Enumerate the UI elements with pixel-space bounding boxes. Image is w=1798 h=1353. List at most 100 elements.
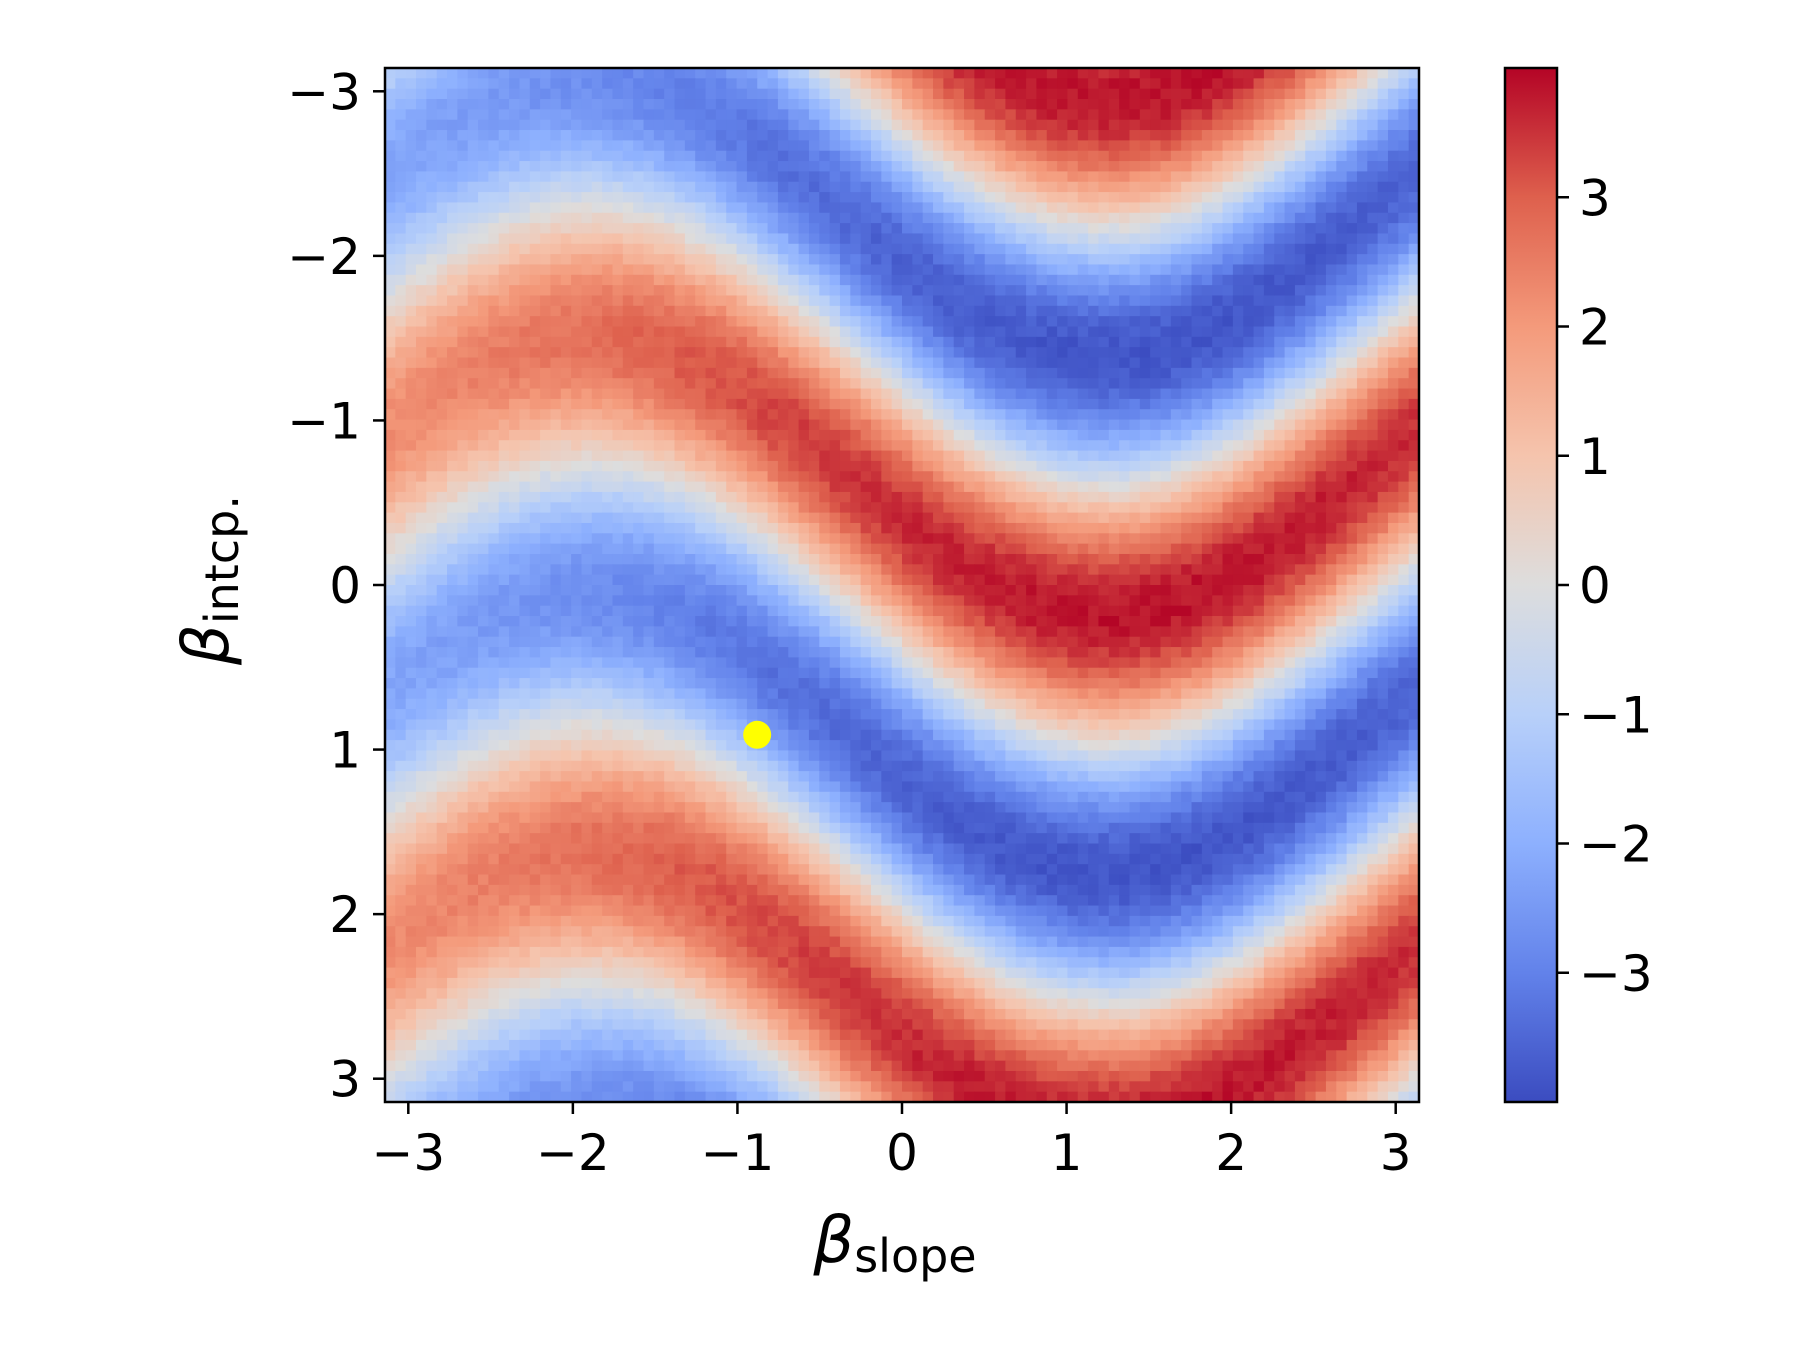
heatmap-cell — [1274, 78, 1286, 90]
heatmap-cell — [1253, 440, 1265, 452]
heatmap-cell — [581, 357, 593, 369]
heatmap-cell — [1160, 429, 1172, 441]
heatmap-cell — [1346, 305, 1358, 317]
heatmap-cell — [1284, 574, 1296, 586]
heatmap-cell — [478, 254, 489, 266]
heatmap-cell — [1005, 419, 1017, 431]
heatmap-cell — [746, 522, 758, 534]
heatmap-cell — [664, 223, 676, 235]
heatmap-cell — [1305, 78, 1317, 90]
heatmap-cell — [1367, 119, 1379, 131]
heatmap-cell — [984, 450, 996, 462]
heatmap-cell — [695, 347, 707, 359]
heatmap-cell — [757, 254, 769, 266]
heatmap-cell — [1160, 109, 1172, 121]
heatmap-cell — [870, 223, 882, 235]
heatmap-cell — [1408, 553, 1420, 565]
heatmap-cell — [674, 181, 686, 193]
heatmap-cell — [602, 440, 614, 452]
heatmap-cell — [746, 109, 758, 121]
heatmap-cell — [1408, 491, 1420, 503]
heatmap-cell — [467, 202, 479, 214]
heatmap-cell — [1387, 429, 1399, 441]
heatmap-cell — [1346, 223, 1358, 235]
heatmap-cell — [1057, 502, 1069, 514]
heatmap-cell — [746, 99, 758, 110]
heatmap-cell — [1191, 223, 1203, 235]
heatmap-cell — [1408, 274, 1420, 286]
heatmap-cell — [850, 367, 862, 379]
heatmap-cell — [1015, 564, 1027, 576]
heatmap-cell — [819, 543, 831, 555]
heatmap-cell — [839, 326, 851, 338]
heatmap-cell — [860, 316, 872, 328]
heatmap-cell — [498, 388, 510, 400]
heatmap-cell — [509, 285, 521, 297]
heatmap-cell — [1160, 254, 1172, 266]
heatmap-cell — [808, 140, 820, 152]
heatmap-cell — [467, 398, 479, 410]
heatmap-cell — [426, 274, 438, 286]
heatmap-cell — [1005, 460, 1017, 472]
heatmap-cell — [943, 378, 955, 390]
heatmap-cell — [529, 88, 541, 100]
heatmap-cell — [1398, 140, 1410, 152]
heatmap-cell — [912, 140, 924, 152]
heatmap-cell — [560, 347, 572, 359]
heatmap-cell — [1408, 564, 1420, 576]
heatmap-cell — [777, 264, 789, 276]
heatmap-cell — [1346, 450, 1358, 462]
heatmap-cell — [1398, 502, 1410, 514]
heatmap-cell — [684, 140, 696, 152]
heatmap-cell — [447, 212, 458, 224]
heatmap-cell — [1387, 409, 1399, 421]
heatmap-cell — [1026, 409, 1038, 421]
heatmap-cell — [622, 243, 634, 255]
heatmap-cell — [519, 140, 531, 152]
heatmap-cell — [1336, 533, 1348, 545]
heatmap-cell — [1181, 460, 1193, 472]
heatmap-cell — [488, 274, 500, 286]
heatmap-cell — [819, 419, 831, 431]
heatmap-cell — [1253, 429, 1265, 441]
heatmap-cell — [1088, 202, 1100, 214]
heatmap-cell — [674, 233, 686, 245]
heatmap-cell — [457, 192, 469, 204]
heatmap-cell — [633, 357, 645, 369]
heatmap-cell — [571, 171, 583, 183]
heatmap-cell — [602, 543, 614, 555]
heatmap-cell — [1212, 109, 1224, 121]
heatmap-cell — [1263, 471, 1275, 483]
heatmap-cell — [995, 285, 1006, 297]
heatmap-cell — [1119, 533, 1131, 545]
heatmap-cell — [1263, 202, 1275, 214]
heatmap-cell — [395, 429, 407, 441]
heatmap-cell — [1088, 491, 1100, 503]
heatmap-cell — [1305, 522, 1317, 534]
heatmap-cell — [1191, 450, 1203, 462]
heatmap-cell — [902, 140, 913, 152]
heatmap-cell — [1181, 450, 1193, 462]
heatmap-cell — [1108, 243, 1120, 255]
heatmap-cell — [1274, 305, 1286, 317]
heatmap-cell — [715, 254, 727, 266]
heatmap-cell — [798, 512, 810, 524]
heatmap-cell — [571, 212, 583, 224]
heatmap-cell — [684, 543, 696, 555]
heatmap-cell — [1294, 192, 1306, 204]
heatmap-cell — [850, 378, 862, 390]
heatmap-cell — [550, 409, 562, 421]
heatmap-cell — [1212, 264, 1224, 276]
heatmap-cell — [1367, 347, 1379, 359]
heatmap-cell — [777, 460, 789, 472]
heatmap-cell — [881, 367, 893, 379]
heatmap-cell — [1119, 264, 1131, 276]
heatmap-cell — [1046, 305, 1058, 317]
heatmap-cell — [757, 336, 769, 348]
heatmap-cell — [633, 212, 645, 224]
heatmap-cell — [1398, 295, 1410, 307]
heatmap-cell — [684, 223, 696, 235]
heatmap-cell — [1015, 78, 1027, 90]
heatmap-cell — [591, 68, 603, 79]
heatmap-cell — [509, 388, 521, 400]
